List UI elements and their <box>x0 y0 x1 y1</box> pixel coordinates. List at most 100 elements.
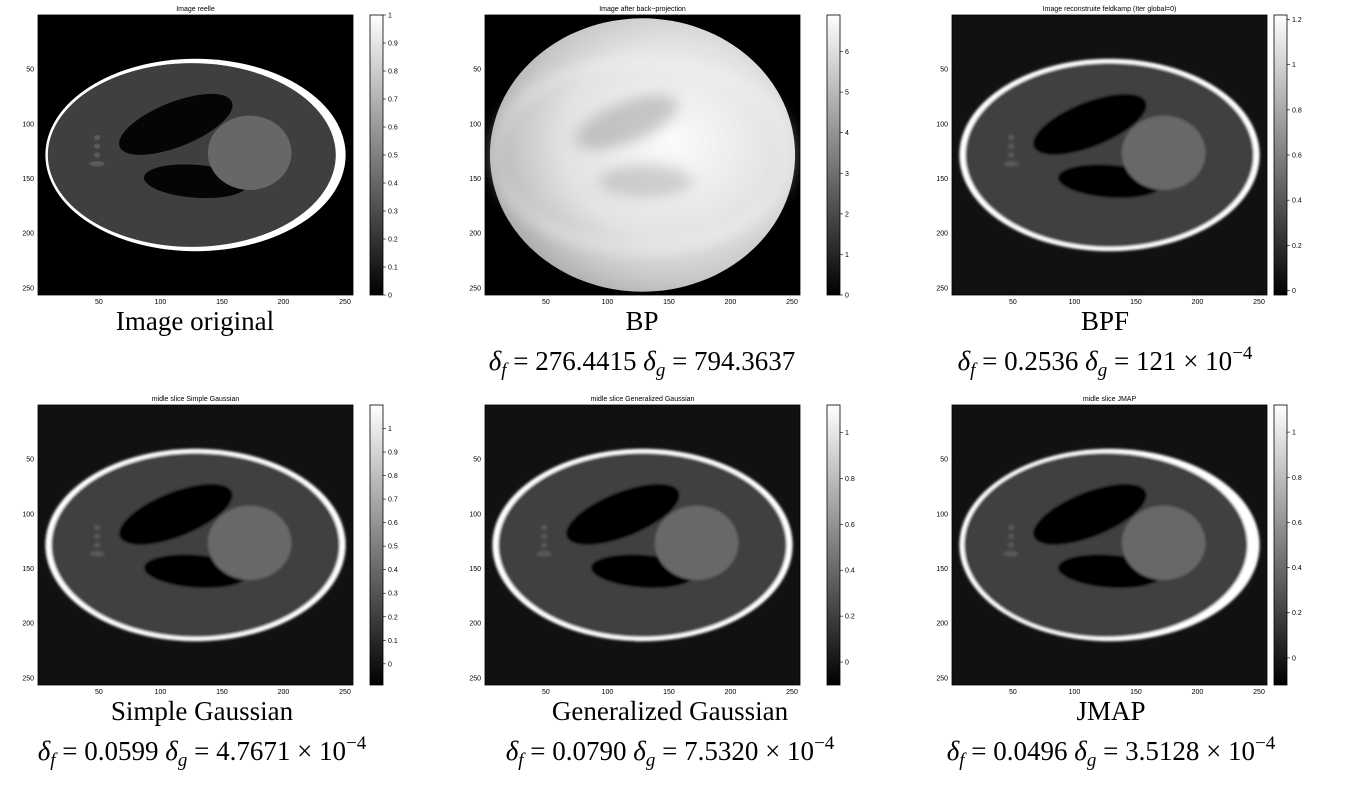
metric: δf = 0.0599 δg = 4.7671 × 10−4 <box>38 733 367 771</box>
small-blob <box>93 524 101 531</box>
small-blob <box>1007 143 1015 149</box>
x-tick-label: 50 <box>95 299 103 306</box>
image-frame <box>484 404 801 686</box>
y-tick-label: 150 <box>936 176 948 183</box>
dark-upper <box>119 93 233 155</box>
colorbar <box>369 404 384 686</box>
small-blob <box>89 161 105 167</box>
x-tick-label: 250 <box>786 299 798 306</box>
colorbar-tick-label: 0 <box>388 293 392 300</box>
colorbar-tick-label: 0.7 <box>388 497 398 504</box>
small-blob <box>89 551 105 557</box>
y-tick-label: 100 <box>22 511 34 518</box>
colorbar-tick-label: 3 <box>845 171 849 178</box>
small-blob <box>1007 152 1015 158</box>
y-tick-label: 200 <box>469 231 481 238</box>
colorbar-tick-label: 0.2 <box>1292 610 1302 617</box>
image <box>38 405 353 685</box>
y-tick-label: 200 <box>22 231 34 238</box>
phantom <box>45 448 346 642</box>
metric: δf = 276.4415 δg = 794.3637 <box>489 346 796 381</box>
x-tick-label: 150 <box>216 299 228 306</box>
light-disk <box>654 505 739 580</box>
x-tick-label: 250 <box>339 689 351 696</box>
y-tick-label: 100 <box>22 121 34 128</box>
colorbar-tick-label: 0.2 <box>1292 243 1302 250</box>
y-tick-label: 250 <box>22 675 34 682</box>
x-tick-label: 150 <box>663 689 675 696</box>
x-tick-label: 200 <box>725 689 737 696</box>
y-tick-label: 250 <box>936 285 948 292</box>
y-tick-label: 50 <box>940 67 948 74</box>
delta-symbol: δ <box>165 736 178 766</box>
light-disk <box>1121 505 1206 580</box>
x-tick-label: 100 <box>602 299 614 306</box>
metric-value: = 0.0496 <box>965 736 1075 766</box>
colorbar <box>1273 404 1288 686</box>
subscript: f <box>970 360 978 381</box>
colorbar-tick-label: 0.2 <box>388 614 398 621</box>
metric-value: = 3.5128 × 10 <box>1096 736 1255 766</box>
y-tick-label: 50 <box>473 457 481 464</box>
bp-dark <box>575 94 678 150</box>
colorbar-tick-label: 0.2 <box>388 237 398 244</box>
exponent: −4 <box>346 733 367 754</box>
y-tick-label: 50 <box>26 457 34 464</box>
colorbar-tick-label: 0.3 <box>388 209 398 216</box>
panel-title: Image reconstruite feldkamp (Iter global… <box>1043 6 1177 13</box>
y-tick-label: 250 <box>469 285 481 292</box>
colorbar-tick-label: 0.9 <box>388 41 398 48</box>
light-disk <box>207 505 292 580</box>
x-tick-label: 100 <box>155 689 167 696</box>
colorbar-tick-label: 0.6 <box>388 520 398 527</box>
dark-upper <box>119 483 233 545</box>
body <box>51 453 340 637</box>
subscript: g <box>1098 360 1108 381</box>
colorbar-tick-label: 1 <box>845 252 849 259</box>
x-tick-label: 250 <box>786 689 798 696</box>
exponent: −4 <box>1255 733 1276 754</box>
x-tick-label: 200 <box>278 689 290 696</box>
x-tick-label: 100 <box>1069 299 1081 306</box>
small-blob <box>93 533 101 539</box>
colorbar <box>1273 14 1288 296</box>
caption: BP <box>625 306 658 336</box>
colorbar-tick-label: 5 <box>845 90 849 97</box>
small-blob <box>1007 542 1015 548</box>
colorbar-tick-label: 0.8 <box>388 473 398 480</box>
y-tick-label: 250 <box>469 675 481 682</box>
x-tick-label: 100 <box>155 299 167 306</box>
x-tick-label: 150 <box>663 299 675 306</box>
phantom <box>959 448 1260 642</box>
x-tick-label: 50 <box>1009 689 1017 696</box>
y-tick-label: 100 <box>936 511 948 518</box>
delta-symbol: δ <box>643 346 656 376</box>
y-tick-label: 150 <box>22 176 34 183</box>
y-tick-label: 50 <box>26 67 34 74</box>
small-blob <box>93 134 101 141</box>
y-tick-label: 200 <box>936 621 948 628</box>
exponent: −4 <box>1232 343 1253 364</box>
small-blob <box>1003 161 1019 167</box>
delta-symbol: δ <box>958 346 971 376</box>
colorbar-tick-label: 0.8 <box>388 69 398 76</box>
colorbar <box>369 14 384 296</box>
body <box>47 63 336 247</box>
caption: BPF <box>1081 306 1129 336</box>
y-tick-label: 100 <box>469 121 481 128</box>
small-blob <box>93 542 101 548</box>
small-blob <box>540 542 548 548</box>
colorbar-tick-label: 0.4 <box>388 567 398 574</box>
y-tick-label: 250 <box>22 285 34 292</box>
subscript: f <box>959 750 967 771</box>
body <box>498 453 787 637</box>
y-tick-label: 100 <box>469 511 481 518</box>
small-blob <box>540 524 548 531</box>
delta-symbol: δ <box>38 736 51 766</box>
x-tick-label: 250 <box>1253 299 1265 306</box>
x-tick-label: 250 <box>1253 689 1265 696</box>
body <box>964 453 1248 637</box>
y-tick-label: 150 <box>469 566 481 573</box>
colorbar-tick-label: 0 <box>388 661 392 668</box>
colorbar-tick-label: 0 <box>845 660 849 667</box>
